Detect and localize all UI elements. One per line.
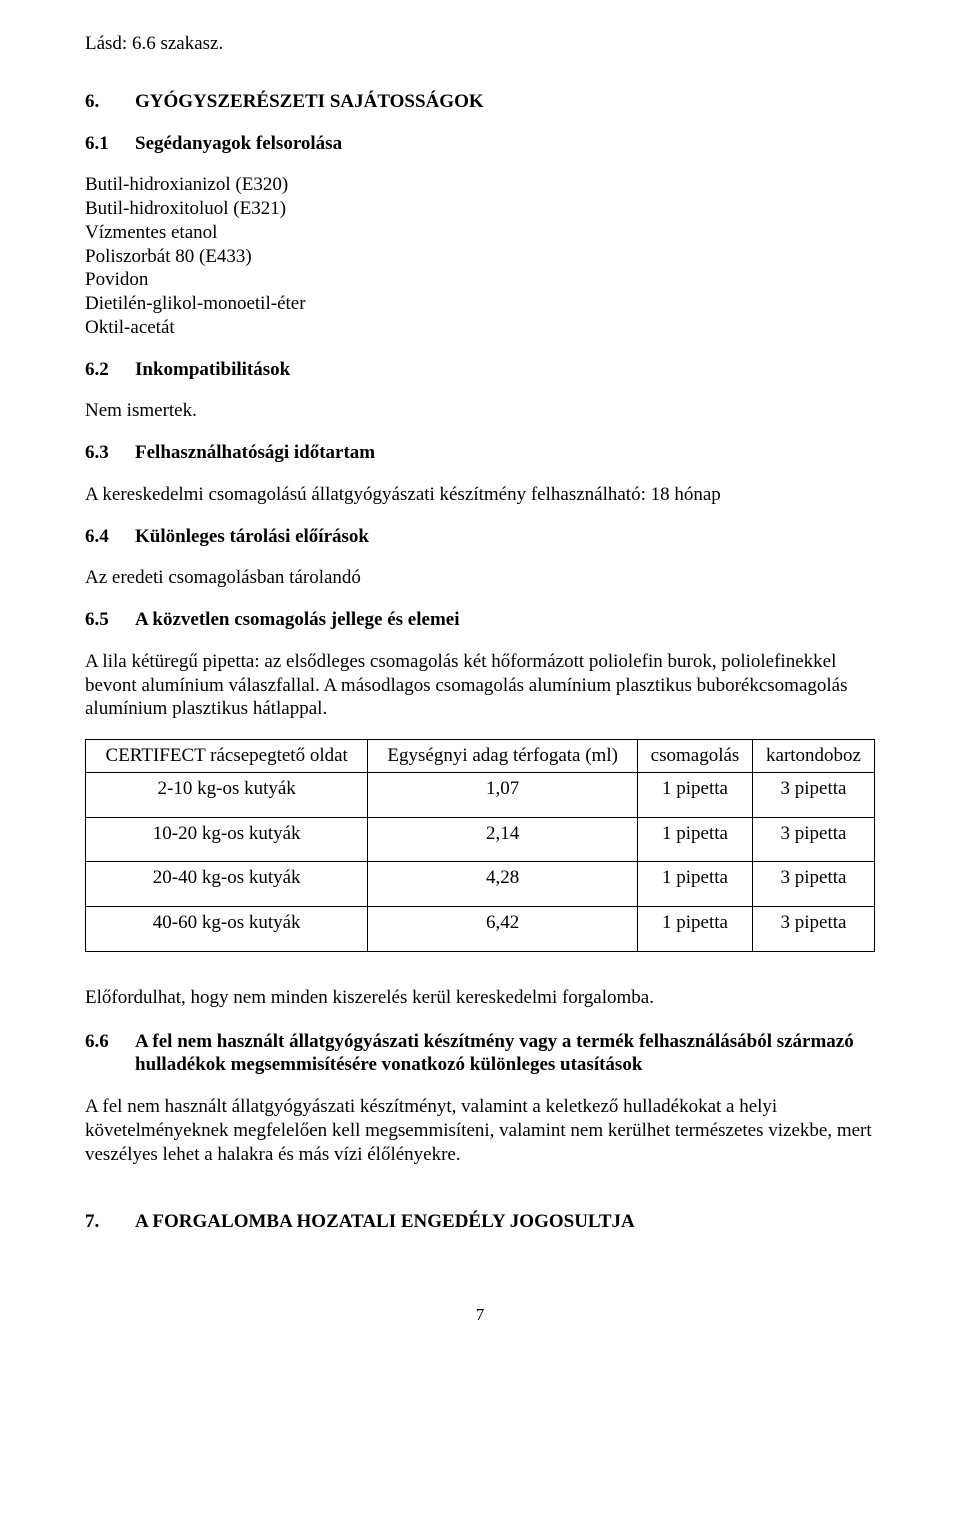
page-number: 7 bbox=[85, 1304, 875, 1325]
section-6-4-body: Az eredeti csomagolásban tárolandó bbox=[85, 566, 875, 590]
section-6-1-heading: 6.1 Segédanyagok felsorolása bbox=[85, 132, 875, 156]
list-item: Poliszorbát 80 (E433) bbox=[85, 245, 875, 269]
section-6-3-number: 6.3 bbox=[85, 441, 135, 465]
section-6-5-heading: 6.5 A közvetlen csomagolás jellege és el… bbox=[85, 608, 875, 632]
list-item: Butil-hidroxitoluol (E321) bbox=[85, 197, 875, 221]
section-6-5-body: A lila kétüregű pipetta: az elsődleges c… bbox=[85, 650, 875, 721]
section-6-6-number: 6.6 bbox=[85, 1030, 135, 1078]
section-6-1-title: Segédanyagok felsorolása bbox=[135, 132, 342, 156]
table-cell: 1,07 bbox=[368, 772, 638, 817]
section-6-6-title: A fel nem használt állatgyógyászati kész… bbox=[135, 1030, 875, 1078]
table-cell: 1 pipetta bbox=[637, 772, 752, 817]
table-cell: 4,28 bbox=[368, 862, 638, 907]
section-6-2-number: 6.2 bbox=[85, 358, 135, 382]
table-cell: 3 pipetta bbox=[753, 817, 875, 862]
table-cell: 3 pipetta bbox=[753, 772, 875, 817]
table-cell: 1 pipetta bbox=[637, 862, 752, 907]
table-cell: 1 pipetta bbox=[637, 907, 752, 952]
section-6-2-heading: 6.2 Inkompatibilitások bbox=[85, 358, 875, 382]
section-6-5-title: A közvetlen csomagolás jellege és elemei bbox=[135, 608, 459, 632]
section-6-3-title: Felhasználhatósági időtartam bbox=[135, 441, 375, 465]
list-item: Butil-hidroxianizol (E320) bbox=[85, 173, 875, 197]
table-row: 2-10 kg-os kutyák 1,07 1 pipetta 3 pipet… bbox=[86, 772, 875, 817]
list-item: Oktil-acetát bbox=[85, 316, 875, 340]
excipients-list: Butil-hidroxianizol (E320) Butil-hidroxi… bbox=[85, 173, 875, 339]
section-6-3-body: A kereskedelmi csomagolású állatgyógyász… bbox=[85, 483, 875, 507]
packaging-table: CERTIFECT rácsepegtető oldat Egységnyi a… bbox=[85, 739, 875, 952]
table-cell: 10-20 kg-os kutyák bbox=[86, 817, 368, 862]
table-header-cell: kartondoboz bbox=[753, 740, 875, 773]
section-6-title: GYÓGYSZERÉSZETI SAJÁTOSSÁGOK bbox=[135, 90, 484, 114]
top-reference: Lásd: 6.6 szakasz. bbox=[85, 32, 875, 56]
section-6-heading: 6. GYÓGYSZERÉSZETI SAJÁTOSSÁGOK bbox=[85, 90, 875, 114]
section-6-4-heading: 6.4 Különleges tárolási előírások bbox=[85, 525, 875, 549]
list-item: Dietilén-glikol-monoetil-éter bbox=[85, 292, 875, 316]
section-6-6-body: A fel nem használt állatgyógyászati kész… bbox=[85, 1095, 875, 1166]
section-6-4-number: 6.4 bbox=[85, 525, 135, 549]
table-header-cell: csomagolás bbox=[637, 740, 752, 773]
section-6-1-number: 6.1 bbox=[85, 132, 135, 156]
table-cell: 2-10 kg-os kutyák bbox=[86, 772, 368, 817]
table-cell: 1 pipetta bbox=[637, 817, 752, 862]
list-item: Vízmentes etanol bbox=[85, 221, 875, 245]
table-row: 40-60 kg-os kutyák 6,42 1 pipetta 3 pipe… bbox=[86, 907, 875, 952]
table-cell: 6,42 bbox=[368, 907, 638, 952]
section-6-6-heading: 6.6 A fel nem használt állatgyógyászati … bbox=[85, 1030, 875, 1078]
table-header-row: CERTIFECT rácsepegtető oldat Egységnyi a… bbox=[86, 740, 875, 773]
section-6-3-heading: 6.3 Felhasználhatósági időtartam bbox=[85, 441, 875, 465]
section-6-5-number: 6.5 bbox=[85, 608, 135, 632]
section-7-title: A FORGALOMBA HOZATALI ENGEDÉLY JOGOSULTJ… bbox=[135, 1210, 635, 1234]
table-row: 20-40 kg-os kutyák 4,28 1 pipetta 3 pipe… bbox=[86, 862, 875, 907]
section-6-5-after-table: Előfordulhat, hogy nem minden kiszerelés… bbox=[85, 986, 875, 1010]
list-item: Povidon bbox=[85, 268, 875, 292]
table-header-cell: Egységnyi adag térfogata (ml) bbox=[368, 740, 638, 773]
table-cell: 2,14 bbox=[368, 817, 638, 862]
table-row: 10-20 kg-os kutyák 2,14 1 pipetta 3 pipe… bbox=[86, 817, 875, 862]
table-cell: 3 pipetta bbox=[753, 862, 875, 907]
table-header-cell: CERTIFECT rácsepegtető oldat bbox=[86, 740, 368, 773]
section-7-heading: 7. A FORGALOMBA HOZATALI ENGEDÉLY JOGOSU… bbox=[85, 1210, 875, 1234]
section-6-number: 6. bbox=[85, 90, 135, 114]
section-6-2-body: Nem ismertek. bbox=[85, 399, 875, 423]
section-6-4-title: Különleges tárolási előírások bbox=[135, 525, 369, 549]
table-cell: 20-40 kg-os kutyák bbox=[86, 862, 368, 907]
table-cell: 40-60 kg-os kutyák bbox=[86, 907, 368, 952]
section-6-2-title: Inkompatibilitások bbox=[135, 358, 290, 382]
table-cell: 3 pipetta bbox=[753, 907, 875, 952]
section-7-number: 7. bbox=[85, 1210, 135, 1234]
